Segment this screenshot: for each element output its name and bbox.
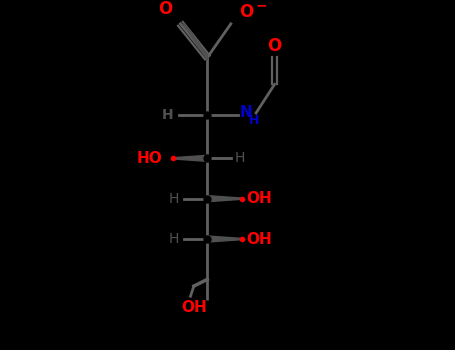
Text: H: H — [248, 114, 259, 127]
Text: OH: OH — [246, 232, 272, 246]
Text: O: O — [158, 0, 172, 18]
Text: −: − — [255, 0, 267, 12]
Text: N: N — [240, 105, 253, 120]
Text: H: H — [168, 192, 179, 206]
Text: O: O — [239, 3, 253, 21]
Text: HO: HO — [136, 151, 162, 166]
Polygon shape — [207, 236, 241, 242]
Polygon shape — [184, 23, 207, 60]
Text: OH: OH — [246, 191, 272, 206]
Polygon shape — [174, 155, 207, 161]
Polygon shape — [207, 196, 241, 202]
Text: OH: OH — [181, 300, 207, 315]
Text: H: H — [168, 232, 179, 246]
Text: O: O — [268, 37, 282, 55]
Text: H: H — [162, 107, 174, 121]
Text: H: H — [234, 151, 245, 165]
